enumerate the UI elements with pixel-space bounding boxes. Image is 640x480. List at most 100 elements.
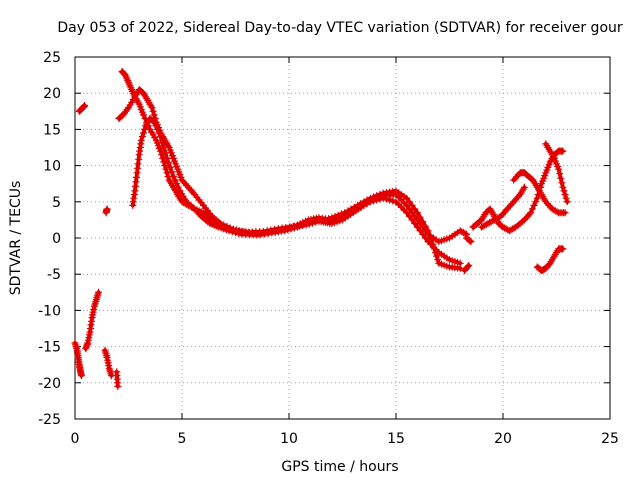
grid: [75, 57, 610, 419]
data-point: [157, 133, 165, 141]
data-point: [158, 138, 166, 146]
data-point: [429, 240, 437, 248]
data-point: [421, 234, 429, 242]
data-point: [405, 198, 413, 206]
series-arc-c: [82, 288, 102, 353]
data-point: [403, 194, 411, 202]
data-point: [426, 231, 434, 239]
y-tick-label: 25: [43, 50, 61, 66]
data-point: [81, 102, 89, 109]
data-point: [366, 194, 374, 202]
data-point: [334, 211, 342, 219]
data-point: [321, 216, 329, 223]
data-point: [153, 125, 161, 133]
data-point: [559, 245, 567, 253]
x-tick-label: 15: [387, 431, 405, 447]
data-point: [149, 107, 157, 115]
y-tick-label: 10: [43, 159, 61, 175]
series-arc-n: [510, 169, 569, 217]
series-arc-o: [533, 245, 567, 275]
data-point: [556, 170, 564, 178]
data-point: [259, 228, 267, 235]
data-point: [95, 288, 102, 296]
y-tick-label: -5: [47, 267, 61, 283]
data-point: [528, 205, 536, 213]
data-point: [155, 129, 163, 137]
series-arc-l: [469, 147, 567, 235]
y-tick-label: -15: [38, 340, 61, 356]
data-point: [559, 183, 567, 191]
data-point: [563, 198, 571, 206]
data-point: [263, 227, 271, 235]
data-point: [558, 179, 566, 187]
series-arc-p: [542, 140, 571, 206]
data-point: [532, 198, 540, 206]
data-point: [411, 220, 419, 227]
data-point: [161, 162, 169, 170]
y-tick-label: -20: [38, 376, 61, 392]
x-tick-label: 10: [280, 431, 298, 447]
data-point: [150, 111, 158, 119]
data-point: [419, 230, 427, 238]
data-point: [533, 194, 541, 202]
data-point: [424, 227, 432, 235]
x-tick-label: 0: [71, 431, 80, 447]
data-point: [312, 218, 320, 226]
series-arc-i: [129, 115, 464, 272]
data-point: [318, 216, 326, 224]
data-point: [433, 252, 441, 260]
data-point: [271, 225, 279, 233]
data-point: [382, 195, 390, 203]
data-point: [77, 372, 85, 380]
data-point: [140, 111, 147, 119]
data-point: [174, 183, 182, 191]
series-arc-d: [102, 205, 111, 217]
data-point: [416, 213, 424, 221]
series-arc-k: [463, 234, 475, 246]
data-point: [305, 220, 313, 228]
data-point: [530, 201, 538, 209]
data-point: [561, 191, 569, 199]
data-point: [416, 227, 424, 235]
series-arc-e: [101, 346, 115, 380]
data-point: [160, 144, 168, 151]
data-point: [225, 225, 233, 233]
data-point: [464, 263, 472, 271]
data-point: [389, 197, 397, 205]
data-point: [561, 209, 569, 217]
data-point: [434, 256, 442, 264]
data-point: [315, 217, 323, 225]
data-point: [163, 169, 171, 177]
data-point: [510, 224, 518, 232]
data-point: [520, 183, 528, 191]
data-point: [228, 226, 236, 234]
data-point: [267, 226, 275, 234]
x-tick-label: 5: [178, 431, 187, 447]
data-point: [408, 216, 416, 224]
x-axis-title: GPS time / hours: [281, 459, 398, 475]
data-point: [325, 215, 333, 223]
data-point: [140, 129, 147, 137]
data-point: [427, 236, 435, 244]
data-point: [461, 230, 469, 237]
tick-labels: 0 5 10 15 20 25 -25 -20 -15 -10 -5 0 5 10 15 20 25: [38, 50, 619, 447]
data-point: [413, 223, 421, 231]
data-point: [373, 192, 381, 200]
y-tick-label: 5: [52, 195, 61, 211]
chart-title: Day 053 of 2022, Sidereal Day-to-day VTE…: [57, 20, 623, 36]
data-point: [431, 245, 438, 253]
data-point: [411, 205, 419, 213]
y-tick-label: 20: [43, 86, 61, 102]
data-point: [467, 238, 475, 246]
y-tick-label: 15: [43, 122, 61, 138]
data-point: [337, 210, 345, 218]
data-point: [163, 154, 171, 162]
series-arc-a: [71, 339, 85, 380]
data-point: [173, 180, 181, 188]
data-point: [466, 237, 474, 245]
data-point: [302, 221, 310, 229]
data-point: [405, 212, 413, 220]
axis-ticks: [74, 56, 611, 420]
data-point: [432, 249, 440, 256]
